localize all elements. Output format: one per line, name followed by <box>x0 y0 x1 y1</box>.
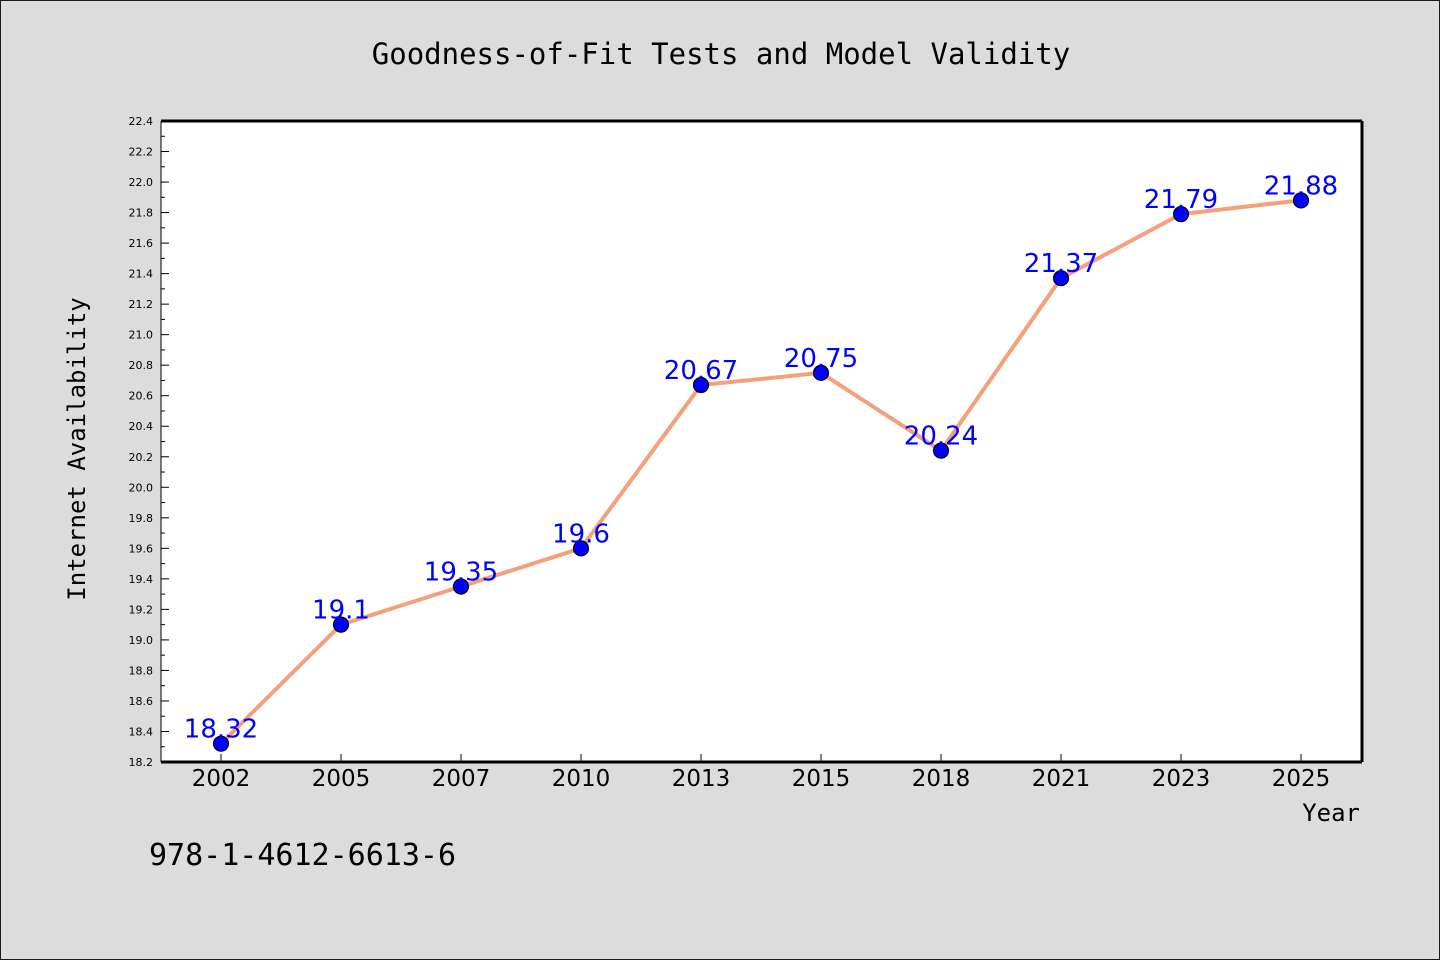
x-tick-label: 2005 <box>312 766 371 792</box>
annotation-text: 978-1-4612-6613-6 <box>149 838 456 873</box>
y-tick-label: 20.0 <box>129 481 154 494</box>
y-tick-label: 19.4 <box>129 573 154 586</box>
x-tick-label: 2002 <box>192 766 251 792</box>
x-tick-label: 2018 <box>912 766 971 792</box>
series-group: 18.32 19.1 19.35 19.6 20.67 20.75 20.24 21.37 21… <box>184 171 1338 752</box>
data-label: 20.24 <box>904 422 978 452</box>
y-tick-label: 22.4 <box>129 115 154 128</box>
y-tick-label: 22.0 <box>129 176 154 189</box>
y-axis-label: Internet Availability <box>63 297 91 600</box>
data-label: 20.67 <box>664 356 738 386</box>
data-label: 19.6 <box>552 519 610 549</box>
data-label: 21.79 <box>1144 185 1218 215</box>
data-point <box>812 364 830 381</box>
data-point <box>1052 270 1070 287</box>
y-tick-label: 19.8 <box>129 512 154 525</box>
data-label: 19.35 <box>424 557 498 587</box>
plot-area <box>161 121 1362 762</box>
y-tick-label: 21.8 <box>129 207 154 220</box>
y-tick-label: 18.6 <box>129 695 154 708</box>
data-point <box>932 442 950 459</box>
x-tick-label: 2023 <box>1152 766 1211 792</box>
x-tick-label: 2007 <box>432 766 491 792</box>
data-label: 19.1 <box>312 596 370 626</box>
series-line <box>219 198 1303 746</box>
y-tick-label: 21.0 <box>129 329 154 342</box>
x-axis: 2002 2005 2007 2010 2013 2015 2018 2021 2023 2025 <box>192 754 1331 792</box>
y-tick-label: 19.0 <box>129 634 154 647</box>
chart-title: Goodness-of-Fit Tests and Model Validity <box>372 37 1070 71</box>
y-tick-label: 21.2 <box>129 298 154 311</box>
data-point <box>1292 192 1310 209</box>
x-tick-label: 2013 <box>672 766 731 792</box>
y-axis: 18.2 18.4 18.6 18.8 19.0 19.2 19.4 19.6 19.8 20.0… <box>129 115 169 769</box>
y-tick-label: 20.4 <box>129 420 154 433</box>
data-point <box>1172 205 1190 223</box>
data-label: 18.32 <box>184 715 258 745</box>
x-tick-label: 2025 <box>1272 766 1331 792</box>
x-tick-label: 2015 <box>792 766 851 792</box>
y-tick-label: 19.6 <box>129 542 154 555</box>
y-tick-label: 20.6 <box>129 390 154 403</box>
data-label: 21.37 <box>1024 249 1098 279</box>
y-tick-label: 18.4 <box>129 725 154 738</box>
data-point <box>212 735 230 752</box>
data-label: 21.88 <box>1264 171 1338 201</box>
y-tick-label: 21.4 <box>129 268 154 281</box>
x-tick-label: 2010 <box>552 766 611 792</box>
data-point <box>332 616 350 633</box>
data-point <box>452 578 470 595</box>
y-tick-label: 19.2 <box>129 603 154 616</box>
data-label: 20.75 <box>784 344 858 374</box>
data-point <box>692 376 710 394</box>
y-tick-label: 22.2 <box>129 146 154 159</box>
y-tick-label: 20.8 <box>129 359 154 372</box>
y-tick-label: 18.8 <box>129 664 154 677</box>
y-tick-label: 20.2 <box>129 451 154 464</box>
x-tick-label: 2021 <box>1032 766 1091 792</box>
y-tick-label: 21.6 <box>129 237 154 250</box>
data-point <box>572 540 590 557</box>
x-axis-label: Year <box>1302 799 1360 827</box>
y-tick-label: 18.2 <box>129 756 154 769</box>
